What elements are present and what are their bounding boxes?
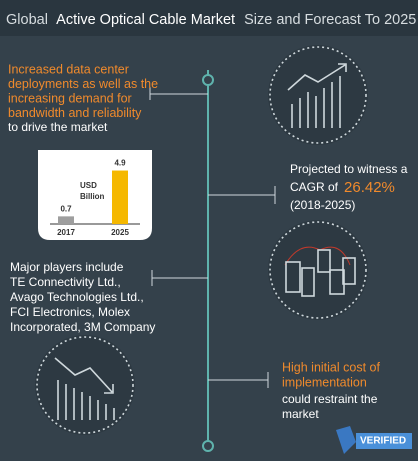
title-part: Global <box>6 12 48 28</box>
x-tick-label: 2017 <box>57 228 75 237</box>
timeline-node <box>202 74 214 86</box>
chart-unit-label: Billion <box>80 192 105 201</box>
header-title: Global Active Optical Cable Market Size … <box>6 12 416 28</box>
cagr-line: CAGR of 26.42% <box>290 179 395 196</box>
text-line: Increased data center <box>8 62 129 76</box>
text-line: Major players include <box>10 260 124 274</box>
logo: VERIFIED <box>336 426 412 454</box>
bar <box>58 216 74 224</box>
x-tick-label: 2025 <box>111 228 129 237</box>
text-line: Avago Technologies Ltd., <box>10 290 144 304</box>
title-part: Active Optical Cable Market <box>56 12 235 28</box>
text-line: could restraint the <box>282 392 378 406</box>
connector <box>151 270 208 286</box>
text-line: FCI Electronics, Molex <box>10 305 130 319</box>
growth-icon <box>268 45 368 145</box>
text-line: Incorporated, 3M Company <box>10 320 155 334</box>
text-line: High initial cost of <box>282 360 380 374</box>
timeline-node <box>202 440 214 452</box>
buildings-icon <box>268 220 368 320</box>
logo-text: VERIFIED <box>360 436 406 447</box>
text-line: (2018-2025) <box>290 198 355 212</box>
text-line: deployments as well as the <box>8 77 158 91</box>
text-line: TE Connectivity Ltd., <box>10 275 121 289</box>
header-bar <box>0 0 418 36</box>
connector <box>149 87 208 100</box>
bar-value-label: 4.9 <box>114 159 126 168</box>
text-line: market <box>282 407 319 421</box>
cagr-prefix: CAGR of <box>290 180 339 194</box>
text-line: Projected to witness a <box>290 162 408 176</box>
cagr-value: 26.42% <box>344 179 395 196</box>
bar <box>112 170 128 224</box>
bar-value-label: 0.7 <box>60 204 72 213</box>
text-line: implementation <box>282 375 367 389</box>
connector <box>208 372 269 388</box>
text-line: bandwidth and reliability <box>8 106 142 120</box>
title-part: Size and Forecast To 2025 <box>244 12 416 28</box>
text-line: to drive the market <box>8 120 108 134</box>
connector <box>208 186 276 204</box>
text-line: increasing demand for <box>8 91 132 105</box>
decline-icon <box>35 335 135 435</box>
chart-unit-label: USD <box>80 181 97 190</box>
